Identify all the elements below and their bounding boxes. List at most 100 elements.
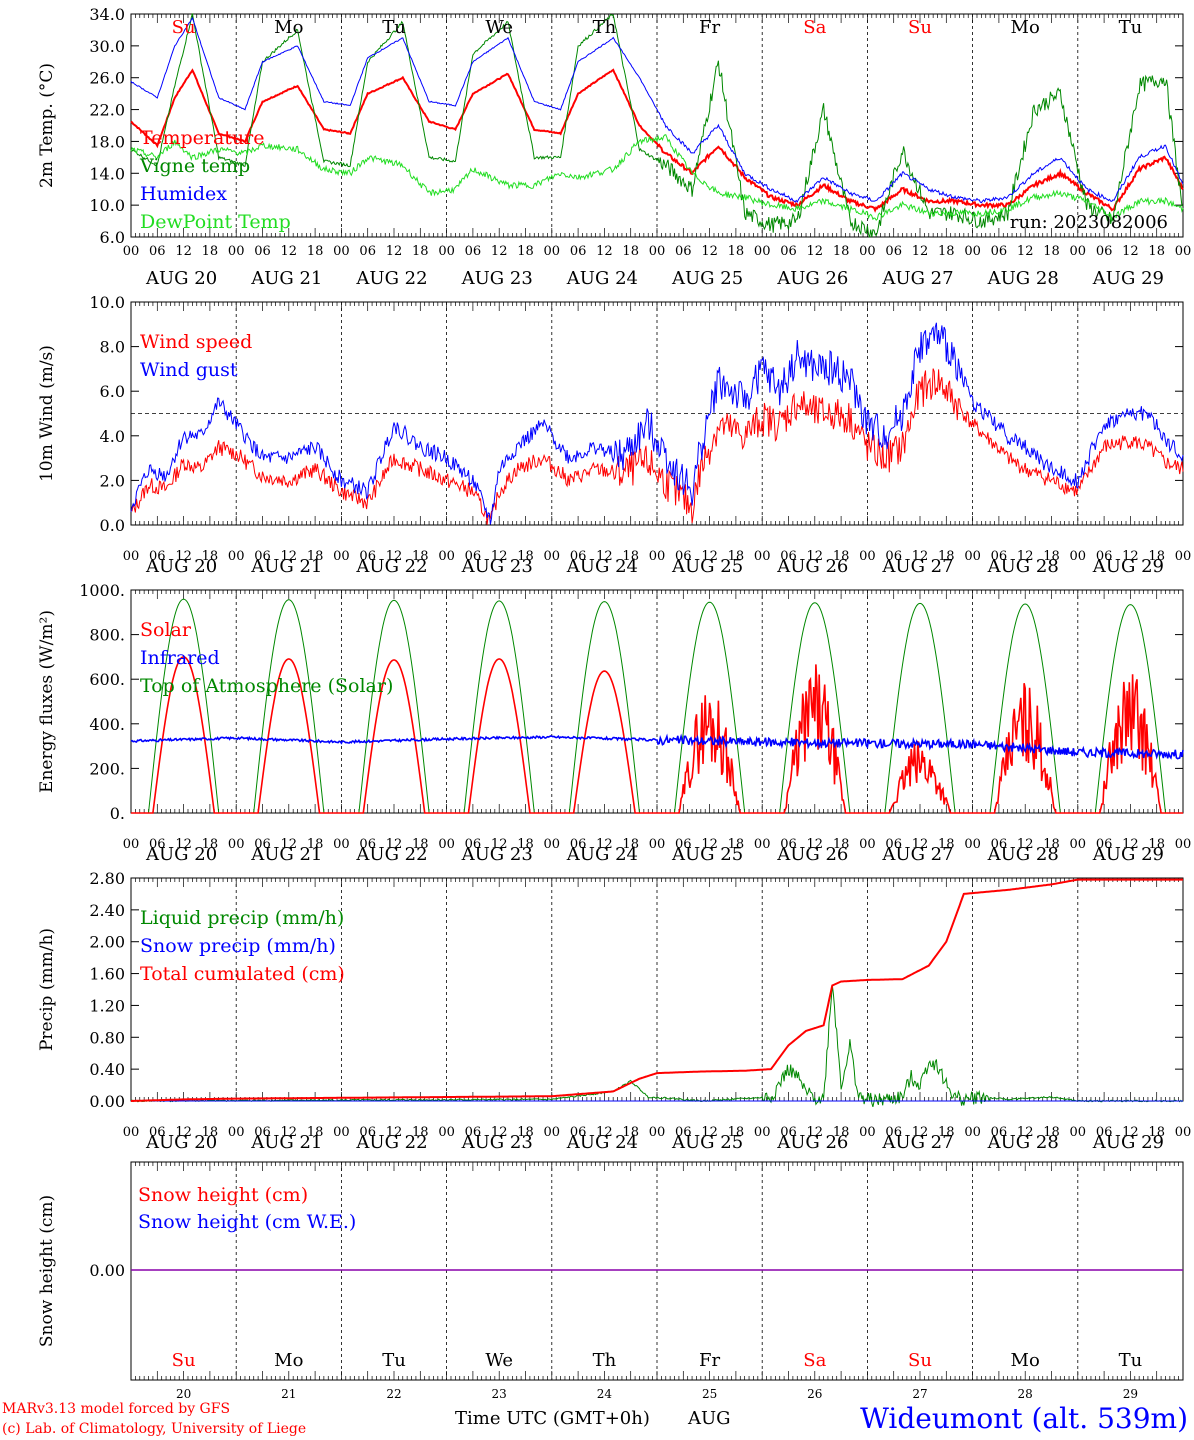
weekday-label: Sa [803,1350,826,1371]
y-tick-label: 30.0 [89,37,125,56]
date-label: AUG 27 [881,1132,953,1153]
date-label: AUG 21 [250,556,322,577]
hour-tick-label: 18 [1043,549,1060,564]
hour-tick-label: 00 [438,1125,455,1140]
date-label: AUG 22 [355,268,427,289]
hour-tick-label: 12 [491,244,508,259]
hour-tick-label: 18 [833,837,850,852]
weekday-label: Tu [1119,1350,1143,1371]
legend-entry: Snow height (cm) [138,1184,308,1206]
hour-tick-label: 18 [938,1125,955,1140]
hour-tick-label: 06 [1096,244,1113,259]
hour-tick-label: 12 [807,549,824,564]
hour-tick-label: 18 [1043,244,1060,259]
weekday-label: Th [593,1350,617,1371]
panel-1: 2m Temp. (°C) 00 06 12 18 AUG 20 00 06 12 18 AUG 2… [37,5,1191,289]
hour-tick-label: 06 [991,549,1008,564]
weekday-label: Tu [382,17,406,38]
hour-tick-label: 18 [833,549,850,564]
hour-tick-label: 18 [412,837,429,852]
hour-tick-label: 00 [544,837,561,852]
date-label: AUG 24 [566,1132,638,1153]
hour-tick-label: 18 [728,1125,745,1140]
hour-tick-label: 00 [438,837,455,852]
date-label: AUG 29 [1092,1132,1164,1153]
y-tick-label: 14.0 [89,164,125,183]
hour-tick-label: 06 [570,244,587,259]
hour-tick-label: 00 [649,549,666,564]
hour-tick-label: 12 [281,837,298,852]
y-tick-label: 0.00 [89,1261,125,1280]
y-tick-label: 0.0 [100,516,125,535]
hour-tick-label: 18 [728,244,745,259]
legend-entry: Snow height (cm W.E.) [138,1211,356,1233]
hour-tick-label: 06 [885,549,902,564]
hour-tick-label: 06 [675,1125,692,1140]
y-tick-label: 6.0 [100,382,125,401]
hour-tick-label: 00 [1070,549,1087,564]
hour-tick-label: 12 [596,244,613,259]
hour-tick-label: 00 [1175,244,1192,259]
hour-tick-label: 18 [1148,549,1165,564]
hour-tick-label: 12 [807,244,824,259]
weekday-label: Tu [1119,17,1143,38]
date-label: AUG 26 [776,1132,848,1153]
hour-tick-label: 06 [570,549,587,564]
date-label: AUG 20 [145,268,217,289]
hour-tick-label: 06 [780,837,797,852]
hour-tick-label: 00 [1070,244,1087,259]
hour-tick-label: 12 [596,549,613,564]
hour-tick-label: 12 [491,837,508,852]
y-tick-label: 2.0 [100,471,125,490]
date-label: AUG 29 [1092,844,1164,865]
hour-tick-label: 00 [964,549,981,564]
day-number-label: 25 [702,1387,717,1401]
hour-tick-label: 00 [123,1125,140,1140]
plot-frame [130,13,1184,238]
weekday-label: Su [908,1350,932,1371]
date-label: AUG 21 [250,268,322,289]
hour-tick-label: 18 [833,244,850,259]
hour-tick-label: 18 [1043,1125,1060,1140]
hour-tick-label: 00 [228,837,245,852]
hour-tick-label: 06 [254,549,271,564]
y-tick-label: 22.0 [89,101,125,120]
y-tick-label: 2.80 [89,869,125,888]
hour-tick-label: 06 [465,837,482,852]
hour-tick-label: 00 [544,1125,561,1140]
y-tick-label: 10.0 [89,196,125,215]
y-tick-label: 0. [110,804,125,823]
hour-tick-label: 06 [465,549,482,564]
hour-tick-label: 12 [701,1125,718,1140]
weekday-label: We [485,1350,513,1371]
hour-tick-label: 06 [675,549,692,564]
hour-tick-label: 00 [333,244,350,259]
hour-tick-label: 18 [412,244,429,259]
hour-tick-label: 18 [202,549,219,564]
weekday-label: Th [593,17,617,38]
hour-tick-label: 00 [649,244,666,259]
hour-tick-label: 18 [1043,837,1060,852]
y-axis-label: Snow height (cm) [37,1195,57,1347]
hour-tick-label: 18 [1148,1125,1165,1140]
hour-tick-label: 00 [333,1125,350,1140]
hour-tick-label: 06 [570,1125,587,1140]
legend-entry: Temperature [140,127,264,149]
date-label: AUG 28 [987,556,1059,577]
weekday-label: Sa [803,17,826,38]
series-line [130,68,1184,213]
hour-tick-label: 12 [701,549,718,564]
hour-tick-label: 18 [517,1125,534,1140]
hour-tick-label: 00 [754,244,771,259]
hour-tick-label: 12 [1017,244,1034,259]
date-label: AUG 20 [145,844,217,865]
hour-tick-label: 00 [754,1125,771,1140]
hour-tick-label: 00 [123,549,140,564]
hour-tick-label: 06 [991,244,1008,259]
hour-tick-label: 18 [833,1125,850,1140]
hour-tick-label: 06 [359,244,376,259]
hour-tick-label: 06 [570,837,587,852]
date-label: AUG 25 [671,268,743,289]
